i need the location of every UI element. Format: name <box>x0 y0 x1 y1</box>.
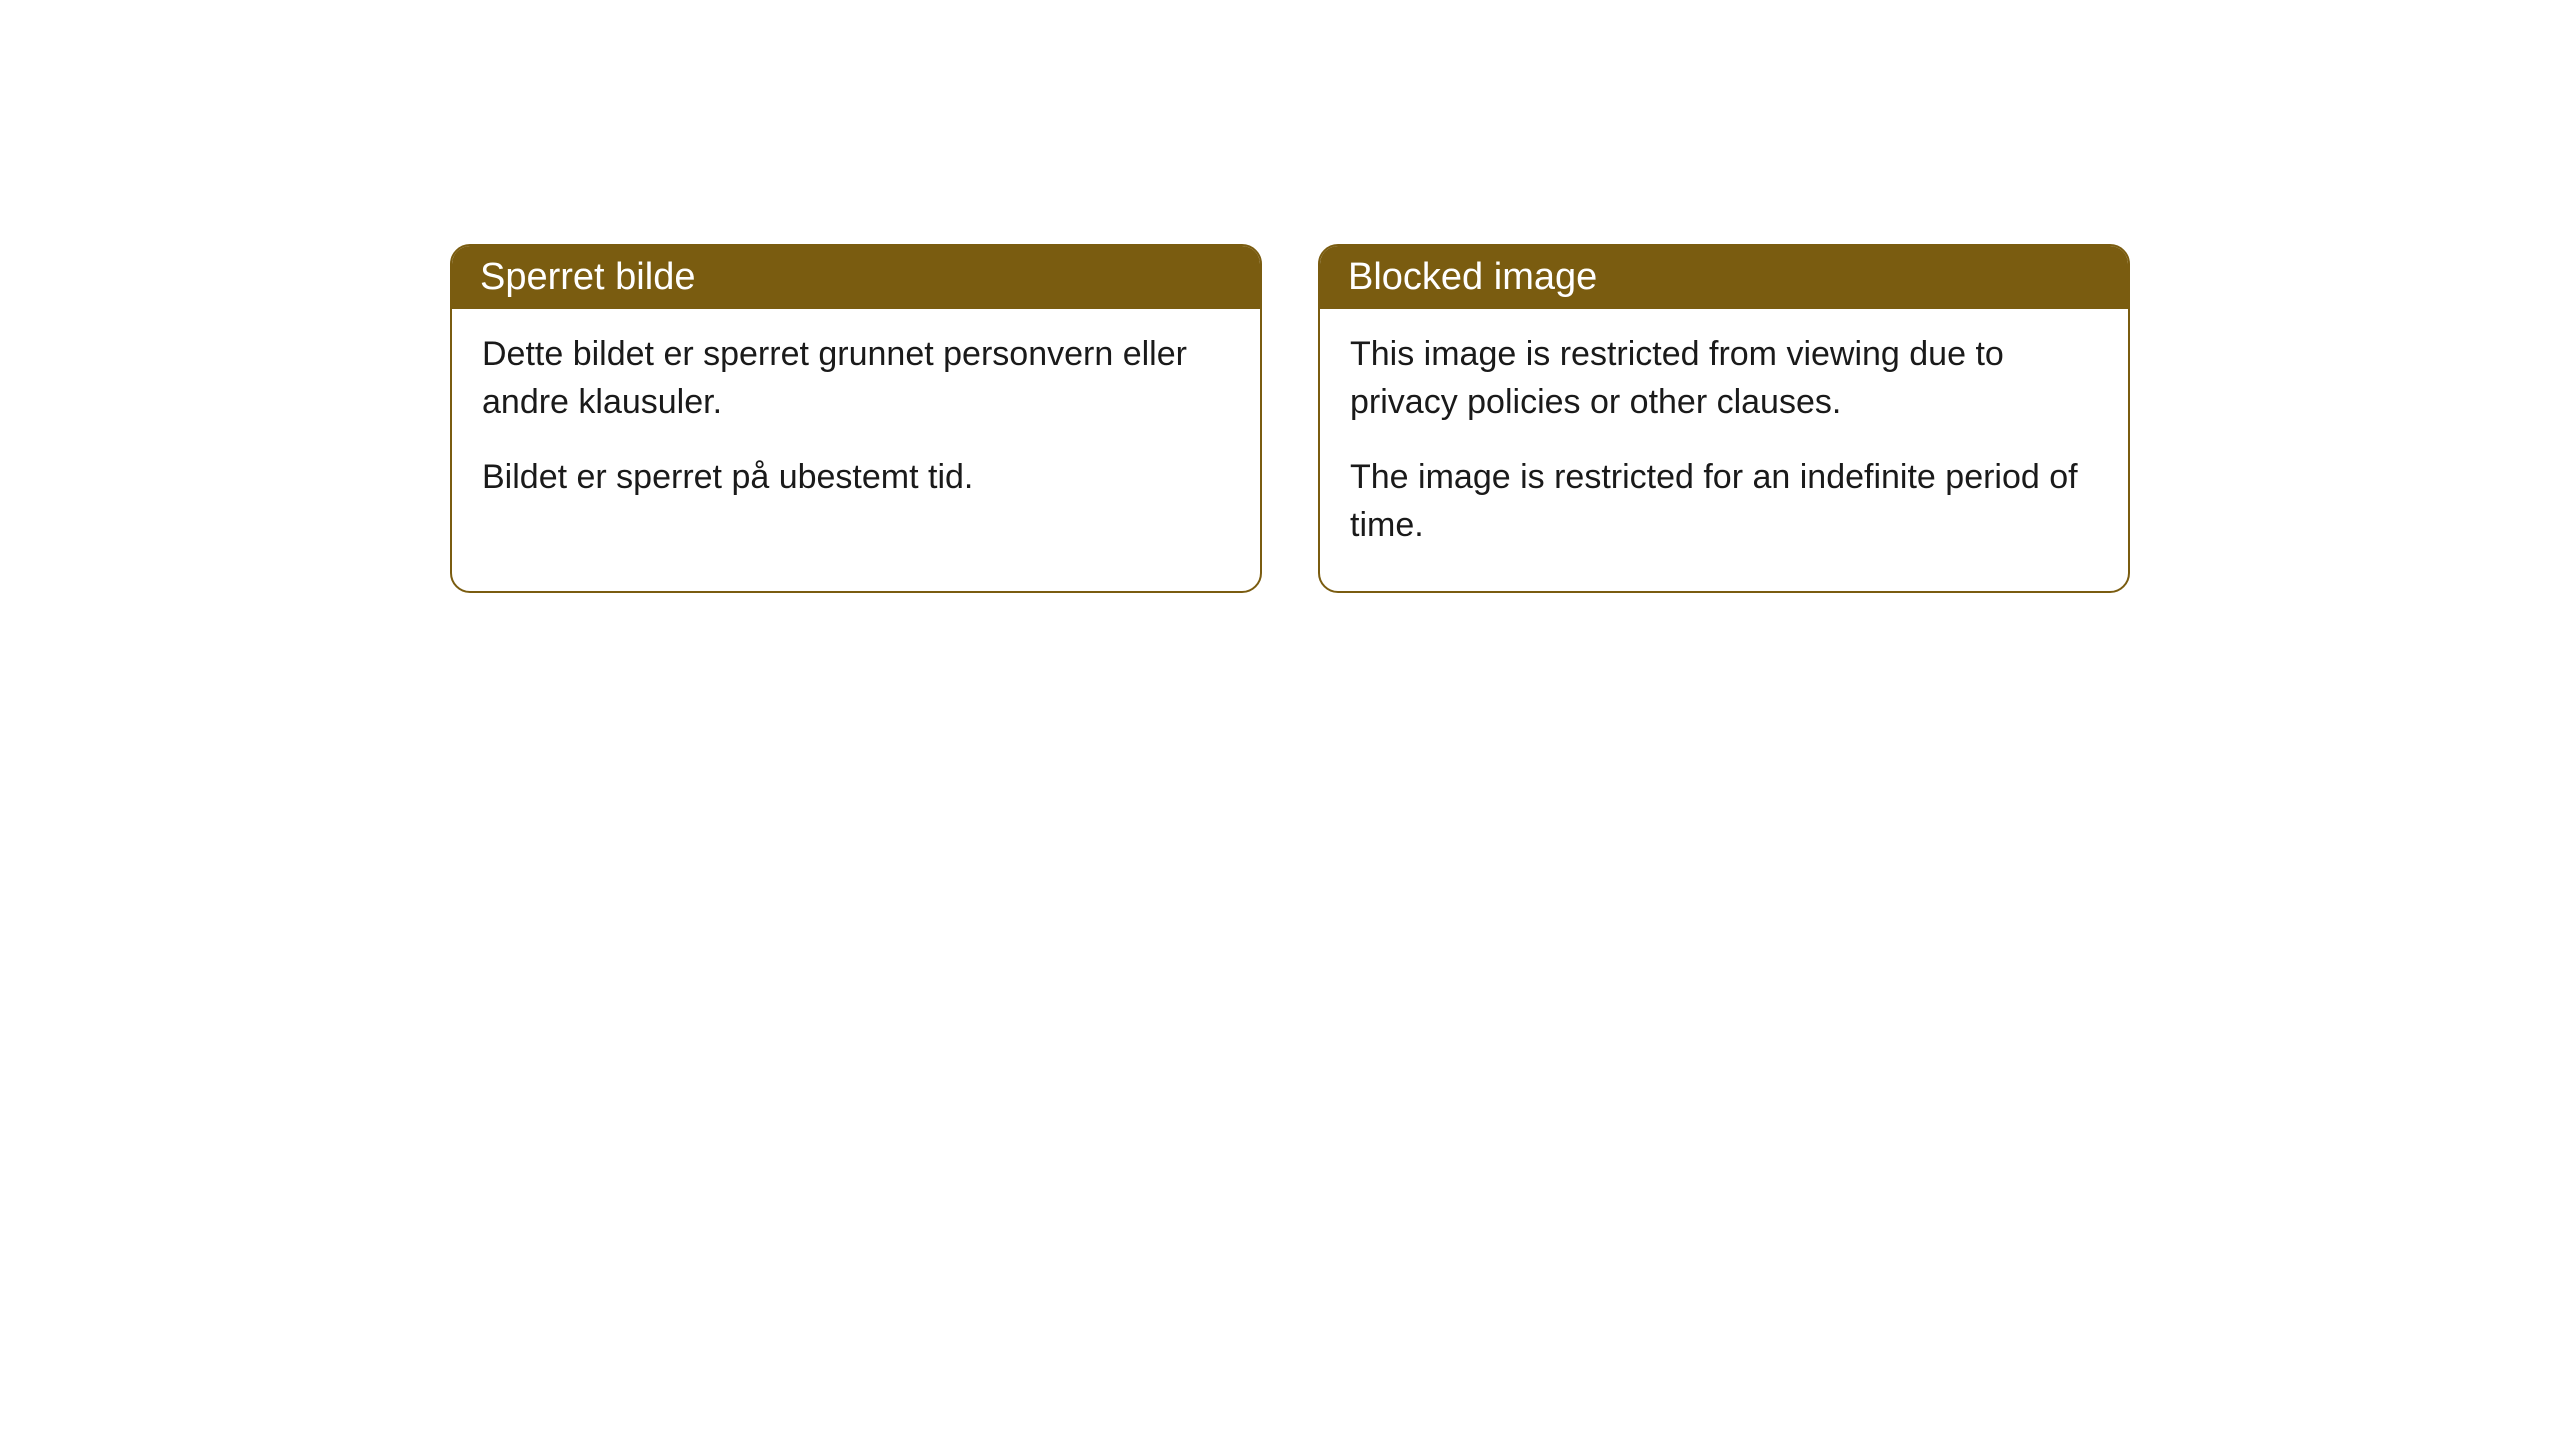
card-header: Sperret bilde <box>452 246 1260 309</box>
notice-container: Sperret bilde Dette bildet er sperret gr… <box>450 244 2130 593</box>
card-body: Dette bildet er sperret grunnet personve… <box>452 309 1260 544</box>
notice-card-english: Blocked image This image is restricted f… <box>1318 244 2130 593</box>
card-header: Blocked image <box>1320 246 2128 309</box>
card-body: This image is restricted from viewing du… <box>1320 309 2128 591</box>
notice-card-norwegian: Sperret bilde Dette bildet er sperret gr… <box>450 244 1262 593</box>
card-paragraph: The image is restricted for an indefinit… <box>1350 454 2098 549</box>
card-title: Blocked image <box>1348 256 1597 298</box>
card-paragraph: Bildet er sperret på ubestemt tid. <box>482 454 1230 502</box>
card-title: Sperret bilde <box>480 256 695 298</box>
card-paragraph: This image is restricted from viewing du… <box>1350 331 2098 426</box>
card-paragraph: Dette bildet er sperret grunnet personve… <box>482 331 1230 426</box>
